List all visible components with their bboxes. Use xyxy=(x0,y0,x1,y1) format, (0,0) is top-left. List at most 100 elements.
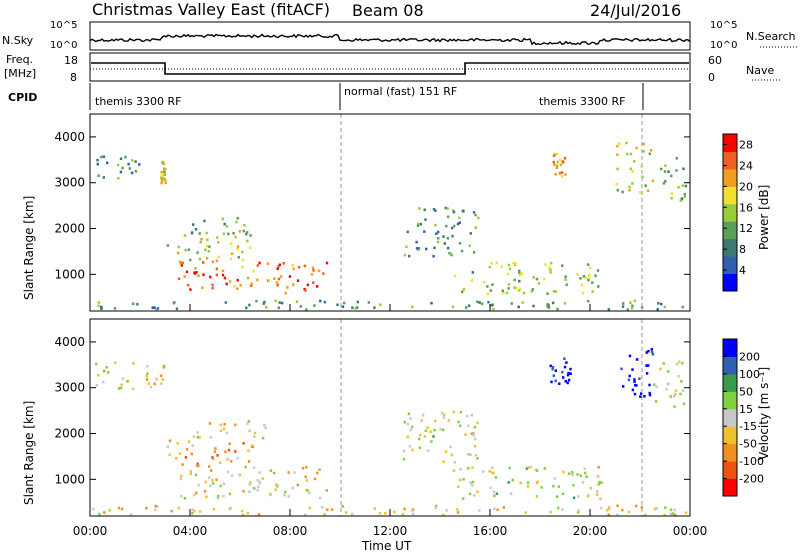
heatmap-cell xyxy=(596,269,600,272)
heatmap-cell xyxy=(625,141,628,145)
heatmap-cell xyxy=(262,302,265,305)
heatmap-cell xyxy=(561,370,564,374)
heatmap-cell xyxy=(531,288,534,291)
heatmap-cell xyxy=(551,365,555,369)
heatmap-cell xyxy=(563,157,567,160)
heatmap-cell xyxy=(257,485,260,489)
heatmap-cell xyxy=(650,350,654,354)
heatmap-cell xyxy=(417,248,420,252)
heatmap-cell xyxy=(635,504,638,508)
heatmap-cell xyxy=(521,301,524,304)
cpid-segment-2: normal (fast) 151 RF xyxy=(344,85,457,98)
heatmap-cell xyxy=(445,509,448,512)
heatmap-cell xyxy=(187,283,190,287)
heatmap-cell xyxy=(177,245,180,249)
x-tick-label: 20:00 xyxy=(573,524,608,538)
heatmap-cell xyxy=(621,508,624,512)
heatmap-cell xyxy=(425,247,428,251)
heatmap-cell xyxy=(616,144,619,148)
heatmap-cell xyxy=(631,304,634,308)
heatmap-cell xyxy=(269,493,272,497)
heatmap-cell xyxy=(452,469,456,472)
heatmap-cell xyxy=(556,152,559,156)
heatmap-cell xyxy=(241,265,244,269)
heatmap-cell xyxy=(670,174,673,178)
heatmap-cell xyxy=(173,301,176,304)
heatmap-cell xyxy=(316,285,319,288)
heatmap-cell xyxy=(518,287,522,291)
heatmap-cell xyxy=(446,246,450,250)
heatmap-cell xyxy=(662,182,666,185)
heatmap-cell xyxy=(246,231,249,234)
heatmap-cell xyxy=(263,300,266,304)
heatmap-cell xyxy=(189,258,192,262)
heatmap-cell xyxy=(202,273,205,276)
heatmap-cell xyxy=(534,468,538,472)
heatmap-cell xyxy=(478,509,481,512)
heatmap-cell xyxy=(576,511,580,514)
heatmap-cell xyxy=(423,435,426,438)
heatmap-cell xyxy=(566,373,570,377)
heatmap-cell xyxy=(507,481,510,484)
heatmap-cell xyxy=(450,226,454,230)
heatmap-cell xyxy=(417,222,420,226)
heatmap-cell xyxy=(597,465,600,469)
heatmap-cell xyxy=(511,478,514,482)
heatmap-cell xyxy=(616,167,619,171)
velocity-colorbar: 200 100 50 15 -15 -50 -100 -200 xyxy=(722,338,764,497)
heatmap-cell xyxy=(304,475,307,479)
heatmap-cell xyxy=(472,433,475,437)
heatmap-cell xyxy=(664,164,667,167)
heatmap-cell xyxy=(627,510,631,514)
heatmap-cell xyxy=(629,152,633,156)
heatmap-cell xyxy=(682,402,686,406)
heatmap-cell xyxy=(647,349,650,353)
heatmap-cell xyxy=(679,199,682,202)
heatmap-cell xyxy=(458,221,461,224)
heatmap-cell xyxy=(393,510,396,514)
heatmap-cell xyxy=(519,481,522,485)
heatmap-cell xyxy=(187,248,191,251)
heatmap-cell xyxy=(549,364,552,368)
x-tick-label: 16:00 xyxy=(473,524,508,538)
heatmap-cell xyxy=(181,261,184,265)
heatmap-cell xyxy=(547,306,551,309)
heatmap-cell xyxy=(532,276,535,279)
heatmap-cell xyxy=(596,475,600,478)
heatmap-cell xyxy=(325,489,328,492)
y-tick-label: 3000 xyxy=(54,176,85,190)
heatmap-cell xyxy=(226,457,230,461)
heatmap-cell xyxy=(206,238,209,242)
heatmap-cell xyxy=(164,178,167,181)
heatmap-cell xyxy=(121,377,125,380)
heatmap-cell xyxy=(296,279,300,282)
heatmap-cell xyxy=(238,473,241,477)
heatmap-cell xyxy=(631,368,634,371)
heatmap-cell xyxy=(684,184,688,188)
heatmap-cell xyxy=(217,241,220,244)
heatmap-cell xyxy=(292,267,295,271)
colorbar-tick-label: 15 xyxy=(739,403,753,416)
heatmap-cell xyxy=(356,300,359,304)
heatmap-cell xyxy=(674,389,678,392)
heatmap-cell xyxy=(156,307,160,310)
heatmap-cell xyxy=(211,260,215,264)
heatmap-cell xyxy=(341,305,345,308)
heatmap-cell xyxy=(306,283,310,287)
heatmap-cell xyxy=(606,508,609,512)
heatmap-cell xyxy=(594,274,597,277)
heatmap-cell xyxy=(217,255,220,259)
velocity-frame xyxy=(89,318,691,517)
heatmap-cell xyxy=(618,142,621,145)
heatmap-cell xyxy=(103,369,106,373)
heatmap-cell xyxy=(627,378,631,382)
heatmap-cell xyxy=(469,481,472,485)
heatmap-cell xyxy=(248,429,251,433)
heatmap-cell xyxy=(446,207,449,210)
heatmap-cell xyxy=(226,470,230,474)
heatmap-cell xyxy=(303,264,307,268)
heatmap-cell xyxy=(406,435,409,439)
heatmap-cell xyxy=(194,267,197,270)
heatmap-cell xyxy=(633,160,636,163)
heatmap-cell xyxy=(607,308,610,311)
